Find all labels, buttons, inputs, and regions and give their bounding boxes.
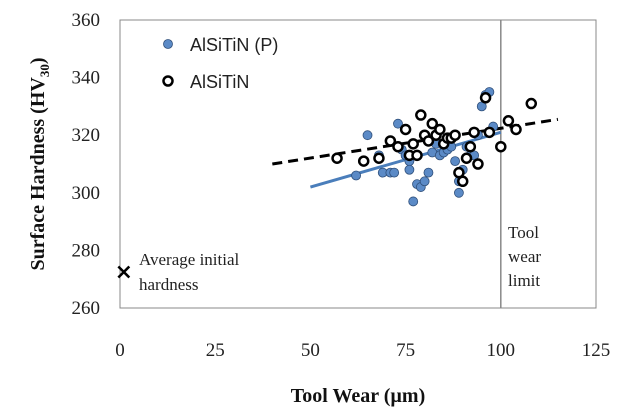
point-alsitin xyxy=(407,138,419,150)
y-axis-title-main: Surface Hardness (HV xyxy=(27,77,49,271)
point-alsitin-p xyxy=(419,176,430,187)
y-tick-label: 320 xyxy=(72,125,101,146)
x-tick-labels: 0 25 50 75 100 125 xyxy=(115,340,610,361)
point-alsitin xyxy=(502,115,515,127)
annotation-limit-line3: limit xyxy=(508,271,540,290)
point-alsitin xyxy=(456,175,469,188)
legend-label-alsitin-p: AlSiTiN (P) xyxy=(190,35,278,55)
point-alsitin-p xyxy=(351,170,361,181)
y-axis-title-close: ) xyxy=(27,58,49,65)
point-alsitin xyxy=(411,149,423,162)
point-alsitin xyxy=(468,126,480,139)
point-alsitin-p xyxy=(404,164,415,175)
point-alsitin xyxy=(373,152,385,164)
x-tick-label: 100 xyxy=(487,340,516,361)
series-alsitin xyxy=(331,92,538,188)
x-tick-label: 0 xyxy=(115,340,125,361)
y-tick-label: 280 xyxy=(72,240,101,261)
point-alsitin-p xyxy=(393,118,403,129)
legend-marker-alsitin-p xyxy=(163,39,173,49)
x-tick-label: 25 xyxy=(206,340,225,361)
x-tick-label: 50 xyxy=(301,340,320,361)
point-alsitin xyxy=(525,97,538,110)
x-tick-label: 75 xyxy=(396,340,415,361)
point-alsitin xyxy=(392,140,404,153)
point-alsitin-p xyxy=(408,196,419,207)
point-alsitin xyxy=(472,158,484,170)
point-alsitin xyxy=(331,152,343,164)
y-axis-title-subscript: 30 xyxy=(37,64,52,77)
x-tick-label: 125 xyxy=(582,340,611,361)
y-tick-label: 300 xyxy=(72,183,101,204)
annotation-limit-line2: wear xyxy=(508,247,541,266)
point-alsitin xyxy=(464,140,477,153)
point-alsitin xyxy=(434,123,446,136)
point-alsitin-p xyxy=(423,167,434,178)
y-tick-label: 260 xyxy=(72,298,101,319)
point-alsitin xyxy=(510,123,522,136)
point-alsitin xyxy=(495,140,507,153)
point-alsitin xyxy=(426,117,439,130)
point-alsitin-p xyxy=(389,167,400,178)
point-alsitin xyxy=(399,123,412,136)
point-alsitin xyxy=(479,92,492,104)
point-alsitin-p xyxy=(362,130,373,141)
point-alsitin xyxy=(357,155,370,167)
annotation-initial-line1: Average initial xyxy=(139,250,240,269)
y-tick-labels: 260 280 300 320 340 360 xyxy=(72,10,101,319)
legend-label-alsitin: AlSiTiN xyxy=(190,72,249,92)
x-marker-stroke xyxy=(117,265,131,279)
point-alsitin xyxy=(449,129,461,141)
y-tick-label: 340 xyxy=(72,68,101,89)
annotation-initial-line2: hardness xyxy=(139,275,198,294)
point-alsitin-p xyxy=(454,187,464,198)
x-axis-title: Tool Wear (µm) xyxy=(291,385,426,407)
legend-marker-alsitin xyxy=(162,75,174,87)
initial-hardness-x-marker xyxy=(117,265,131,279)
point-alsitin xyxy=(415,109,427,121)
point-alsitin xyxy=(460,152,473,164)
point-alsitin-p xyxy=(450,156,461,167)
point-alsitin xyxy=(422,135,435,147)
annotation-limit-line1: Tool xyxy=(508,223,539,242)
y-axis-title: Surface Hardness (HV30) xyxy=(27,58,52,271)
legend: AlSiTiN (P) AlSiTiN xyxy=(162,35,278,92)
point-alsitin xyxy=(384,135,397,147)
y-tick-label: 360 xyxy=(72,10,101,31)
plot-area xyxy=(119,19,597,309)
point-alsitin xyxy=(483,126,496,139)
